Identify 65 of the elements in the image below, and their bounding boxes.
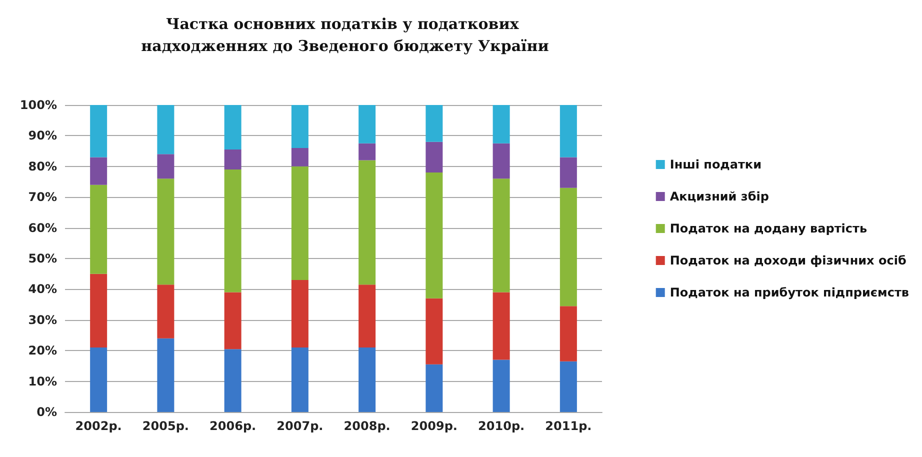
- y-tick-label: 80%: [28, 159, 57, 174]
- chart-title: Частка основних податків у податкових надходженнях до Зведеного бюджету України: [141, 15, 549, 55]
- bar: [358, 105, 376, 144]
- legend-label: Податок на додану вартість: [670, 222, 868, 236]
- bar: [426, 172, 443, 298]
- bar: [157, 284, 174, 338]
- bar: [157, 338, 174, 412]
- x-tick-label: 2008р.: [344, 419, 390, 433]
- x-tick-label: 2009р.: [410, 419, 458, 433]
- x-tick-label: 2002р.: [75, 419, 122, 433]
- bar: [358, 143, 376, 160]
- bar: [492, 105, 510, 144]
- y-tick-label: 20%: [28, 344, 57, 358]
- x-tick-label: 2011р.: [545, 419, 592, 433]
- y-tick-label: 40%: [28, 282, 57, 296]
- bar: [157, 154, 174, 179]
- bar: [291, 280, 308, 348]
- x-tick-label: 2005р.: [142, 419, 189, 433]
- bar: [426, 142, 443, 173]
- y-tick-label: 60%: [28, 220, 57, 235]
- bar: [560, 105, 577, 158]
- bar: [358, 160, 376, 285]
- bar: [224, 105, 242, 150]
- x-tick-label: 2007р.: [276, 419, 324, 433]
- y-tick-label: 70%: [28, 190, 57, 204]
- bar: [426, 364, 443, 412]
- bar: [560, 188, 577, 306]
- bar: [426, 298, 443, 364]
- y-tick-label: 10%: [28, 374, 57, 388]
- bar: [492, 360, 510, 412]
- bar: [560, 157, 577, 188]
- bar: [560, 306, 577, 362]
- bar: [291, 166, 308, 280]
- legend-label: Податок на прибуток підприємств: [670, 286, 910, 300]
- legend-label: Інші податки: [670, 158, 762, 172]
- bar: [492, 178, 510, 292]
- bar: [90, 157, 108, 185]
- bar: [224, 150, 242, 170]
- bar: [560, 361, 577, 412]
- bar: [157, 105, 174, 154]
- y-tick-label: 0%: [36, 405, 57, 419]
- x-tick-label: 2006р.: [210, 419, 256, 433]
- bar: [90, 184, 108, 274]
- bar: [224, 292, 242, 350]
- bar: [358, 348, 376, 412]
- y-tick-label: 90%: [28, 128, 57, 143]
- legend-label: Акцизний збір: [670, 190, 770, 204]
- bar: [90, 348, 108, 412]
- y-tick-label: 30%: [28, 312, 57, 327]
- bar: [426, 105, 443, 142]
- y-tick-label: 100%: [20, 98, 57, 112]
- y-tick-label: 50%: [28, 252, 57, 266]
- bar: [291, 148, 308, 166]
- x-tick-label: 2010р.: [478, 419, 525, 433]
- bar: [492, 292, 510, 360]
- bar: [358, 284, 376, 348]
- bar: [90, 274, 108, 348]
- bar: [224, 169, 242, 292]
- bar: [224, 349, 242, 412]
- bar: [492, 143, 510, 179]
- bar: [291, 105, 308, 148]
- bar: [291, 348, 308, 412]
- bar: [90, 105, 108, 158]
- legend-label: Податок на доходи фізичних осіб: [670, 254, 906, 268]
- bar: [157, 178, 174, 285]
